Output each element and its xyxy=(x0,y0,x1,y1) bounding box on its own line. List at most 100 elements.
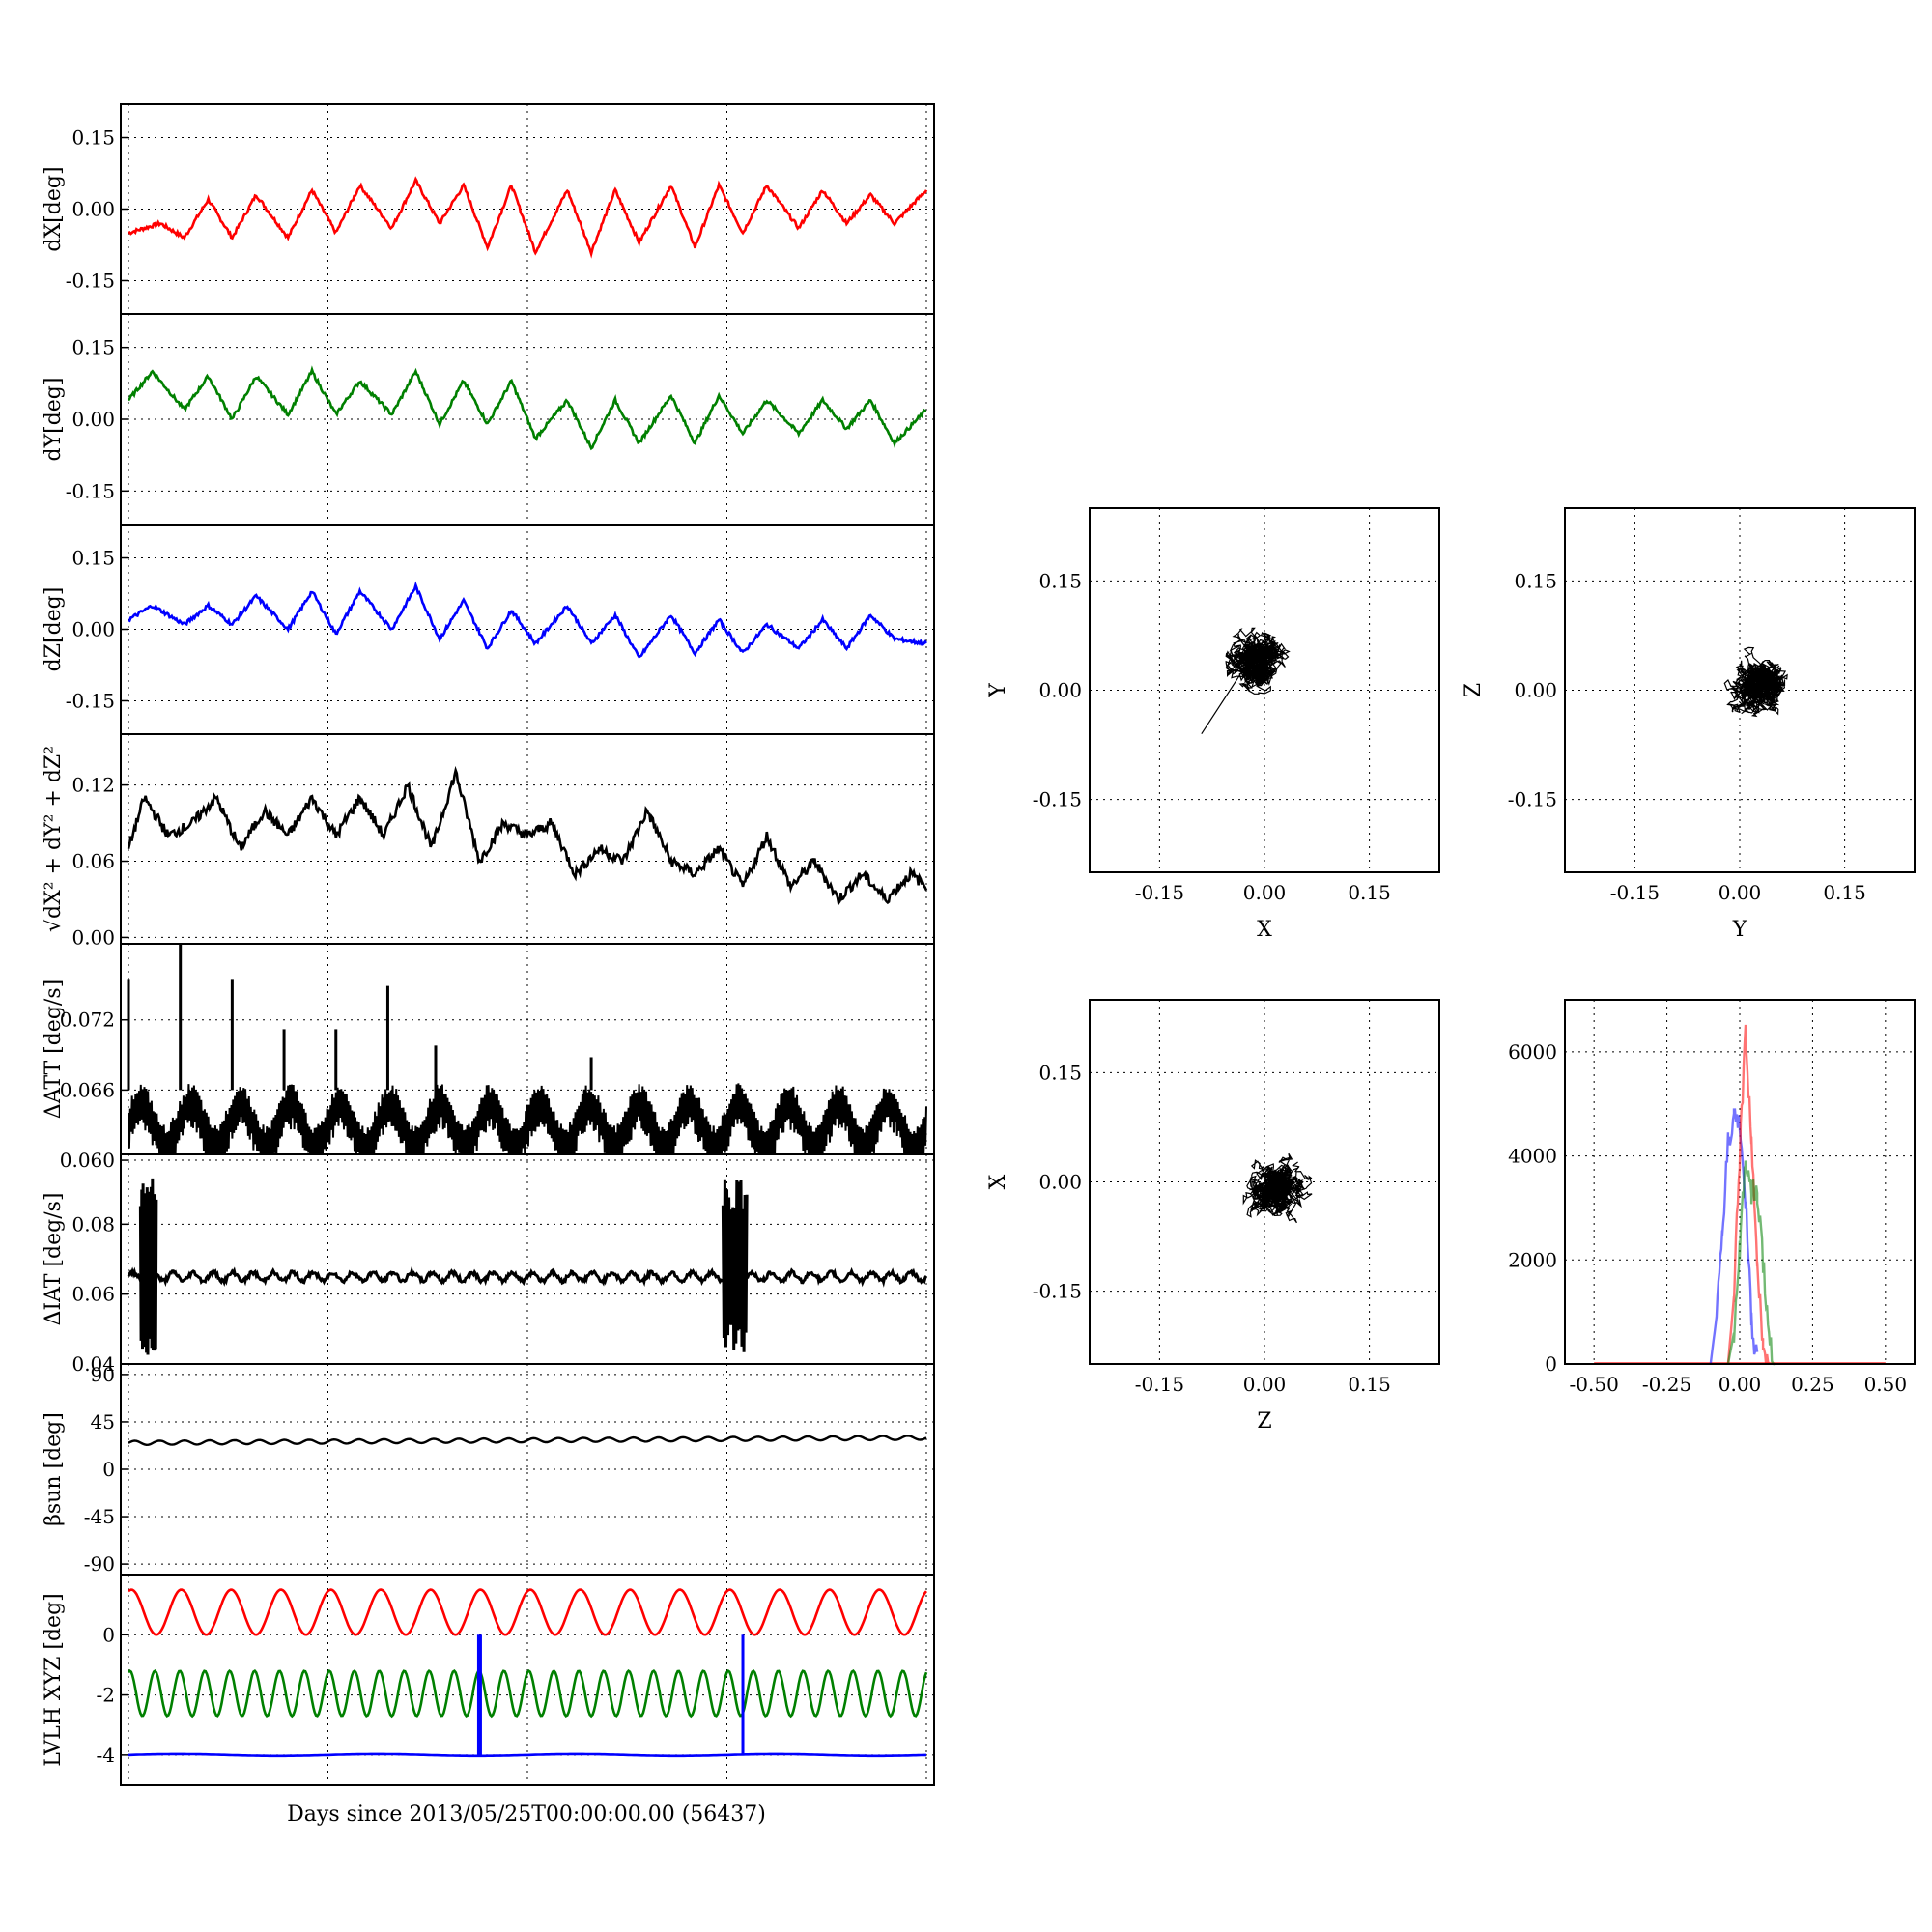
lvlh-series-red xyxy=(128,1588,928,1636)
dz-ylabel: dZ[deg] xyxy=(42,587,66,672)
yz-ytick-label: 0.00 xyxy=(1514,679,1557,702)
xy-trajectory xyxy=(1201,627,1291,735)
panel-xy: 0.15 0.00 -0.15 -0.15 0.00 0.15 X Y xyxy=(986,507,1440,942)
beta-ytick-label: 90 xyxy=(91,1363,115,1386)
dz-ytick-label: 0.15 xyxy=(71,547,115,570)
zx-ytick-label: 0.00 xyxy=(1038,1171,1082,1194)
zx-ytick-label: 0.15 xyxy=(1038,1061,1082,1084)
xy-xtick-label: 0.00 xyxy=(1243,881,1287,904)
mag-series-line xyxy=(127,765,928,907)
iat-ylabel: ΔIAT [deg/s] xyxy=(42,1193,66,1326)
beta-ytick-label: 0 xyxy=(102,1458,115,1481)
panel-beta: 90 45 0 -45 -90 βsun [deg] xyxy=(42,1363,935,1576)
mag-ylabel: √dX² + dY² + dZ² xyxy=(42,746,66,932)
beta-ytick-label: -45 xyxy=(84,1505,115,1528)
hist-xtick-label: 0.25 xyxy=(1791,1373,1834,1396)
panel-hist: -0.50 -0.25 0.00 0.25 0.50 6000 4000 2000 0 xyxy=(1508,999,1916,1396)
panel-att: 0.072 0.066 0.060 ΔATT [deg/s] xyxy=(42,943,935,1172)
panel-yz: 0.15 0.00 -0.15 -0.15 0.00 0.15 Y Z xyxy=(1462,507,1916,942)
zx-frame xyxy=(1089,999,1440,1365)
hist-ytick-label: 2000 xyxy=(1508,1248,1557,1271)
iat-series-line xyxy=(127,1265,928,1288)
yz-trajectory xyxy=(1723,646,1788,718)
mag-ytick-label: 0.00 xyxy=(71,925,115,949)
hist-ytick-label: 0 xyxy=(1545,1352,1557,1376)
lvlh-ytick-label: 0 xyxy=(102,1623,115,1646)
yz-xtick-label: 0.15 xyxy=(1823,881,1866,904)
zx-xlabel: Z xyxy=(1257,1409,1271,1434)
att-ytick-label: 0.060 xyxy=(60,1149,115,1172)
yz-ytick-label: 0.15 xyxy=(1514,569,1557,592)
beta-ytick-label: 45 xyxy=(91,1410,115,1434)
zx-trajectory xyxy=(1242,1152,1313,1224)
mag-ytick-label: 0.12 xyxy=(71,774,115,797)
panel-zx: 0.15 0.00 -0.15 -0.15 0.00 0.15 Z X xyxy=(986,999,1440,1434)
att-series-line xyxy=(128,1083,927,1155)
lvlh-series-blue xyxy=(128,1752,926,1758)
zx-xtick-label: 0.15 xyxy=(1348,1373,1391,1396)
dz-series-line xyxy=(128,581,928,659)
att-ylabel: ΔATT [deg/s] xyxy=(42,980,66,1119)
dx-ytick-label: 0.15 xyxy=(71,127,115,150)
iat-ytick-label: 0.06 xyxy=(71,1283,115,1306)
yz-xlabel: Y xyxy=(1732,918,1747,942)
mag-ytick-label: 0.06 xyxy=(71,850,115,873)
lvlh-frame xyxy=(120,1574,935,1786)
shared-x-axis-label: Days since 2013/05/25T00:00:00.00 (56437… xyxy=(287,1803,766,1827)
hist-series-red xyxy=(1726,1024,1771,1365)
iat-ytick-label: 0.08 xyxy=(71,1212,115,1236)
dy-ytick-label: -0.15 xyxy=(66,479,115,502)
xy-ytick-label: 0.00 xyxy=(1038,679,1082,702)
hist-series-blue xyxy=(1709,1108,1759,1365)
dz-ytick-label: -0.15 xyxy=(66,689,115,712)
att-ytick-label: 0.072 xyxy=(60,1009,115,1032)
xy-ylabel: Y xyxy=(986,683,1010,698)
xy-xtick-label: -0.15 xyxy=(1135,881,1184,904)
hist-series-green xyxy=(1726,1160,1776,1366)
lvlh-series-green xyxy=(128,1668,928,1719)
hist-xtick-label: 0.00 xyxy=(1719,1373,1762,1396)
beta-ytick-label: -90 xyxy=(84,1552,115,1576)
yz-ytick-label: -0.15 xyxy=(1508,788,1557,811)
panel-mag: 0.12 0.06 0.00√dX² + dY² + dZ² xyxy=(42,733,935,949)
lvlh-ylabel: LVLH XYZ [deg] xyxy=(42,1593,66,1767)
xy-ytick-label: 0.15 xyxy=(1038,569,1082,592)
hist-xtick-label: -0.25 xyxy=(1642,1373,1691,1396)
zx-ylabel: X xyxy=(986,1174,1010,1189)
zx-xtick-label: -0.15 xyxy=(1135,1373,1184,1396)
xy-frame xyxy=(1089,507,1440,873)
dy-ytick-label: 0.00 xyxy=(71,408,115,431)
beta-ylabel: βsun [deg] xyxy=(42,1412,66,1526)
iat-burst xyxy=(721,1179,749,1352)
dz-ytick-label: 0.00 xyxy=(71,618,115,641)
yz-ylabel: Z xyxy=(1462,683,1486,697)
iat-frame xyxy=(120,1153,935,1365)
panel-iat: 0.08 0.06 0.04 ΔIAT [deg/s] xyxy=(42,1153,935,1376)
hist-frame xyxy=(1564,999,1916,1365)
yz-xtick-label: -0.15 xyxy=(1610,881,1660,904)
lvlh-ytick-label: -4 xyxy=(97,1744,115,1767)
iat-burst xyxy=(138,1178,158,1355)
hist-ytick-label: 6000 xyxy=(1508,1040,1557,1064)
dy-ylabel: dY[deg] xyxy=(42,378,66,462)
dy-series-line xyxy=(127,365,927,451)
dx-series-line xyxy=(128,176,928,259)
hist-xtick-label: -0.50 xyxy=(1570,1373,1619,1396)
hist-ytick-label: 4000 xyxy=(1508,1145,1557,1168)
dx-ylabel: dX[deg] xyxy=(42,166,66,251)
zx-xtick-label: 0.00 xyxy=(1243,1373,1287,1396)
xy-xtick-label: 0.15 xyxy=(1348,881,1391,904)
dx-ytick-label: -0.15 xyxy=(66,269,115,292)
att-ytick-label: 0.066 xyxy=(60,1078,115,1101)
xy-ytick-label: -0.15 xyxy=(1033,788,1082,811)
zx-ytick-label: -0.15 xyxy=(1033,1280,1082,1303)
yz-frame xyxy=(1564,507,1916,873)
xy-xlabel: X xyxy=(1257,918,1272,942)
panel-lvlh: 0 -2 -4 LVLH XYZ [deg] xyxy=(42,1574,935,1786)
hist-xtick-label: 0.50 xyxy=(1864,1373,1908,1396)
lvlh-ytick-label: -2 xyxy=(97,1684,115,1707)
